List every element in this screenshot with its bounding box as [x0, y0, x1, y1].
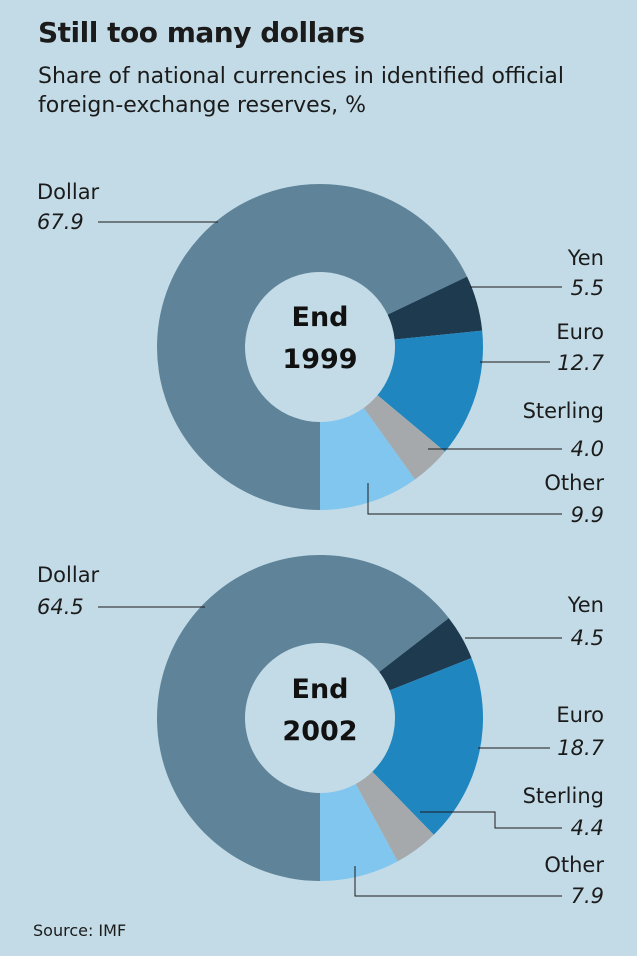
label-other-name: Other: [544, 853, 604, 877]
label-euro-value: 12.7: [557, 351, 604, 375]
leader-other: [354, 866, 562, 897]
leader-sterling: [420, 811, 562, 829]
label-dollar-name: Dollar: [37, 180, 100, 204]
label-euro-value: 18.7: [557, 736, 604, 760]
donut-chart-2: End 2002 Dollar 64.5 Yen 4.5 Euro 18.7 Sterling 4…: [37, 555, 605, 908]
label-dollar-name: Dollar: [37, 563, 100, 587]
label-dollar-value: 67.9: [37, 210, 84, 234]
slice-euro: [372, 657, 483, 835]
label-yen-name: Yen: [567, 246, 604, 270]
center-label-line-1: End: [292, 302, 349, 333]
slice-sterling: [355, 771, 434, 862]
label-yen-value: 5.5: [571, 276, 604, 300]
label-dollar-value: 64.5: [37, 595, 84, 619]
chart-title: Still too many dollars: [38, 16, 365, 49]
slice-sterling: [363, 395, 445, 480]
label-yen-name: Yen: [567, 593, 604, 617]
chart-subtitle: Share of national currencies in identifi…: [38, 64, 564, 118]
label-euro-name: Euro: [556, 703, 604, 727]
slice-yen: [387, 276, 483, 340]
label-sterling-value: 4.0: [571, 437, 604, 461]
slice-yen: [379, 618, 472, 691]
slice-dollar: [157, 183, 468, 510]
label-other-value: 9.9: [571, 503, 604, 527]
label-other-name: Other: [544, 471, 604, 495]
source-note: Source: IMF: [33, 921, 127, 940]
slice-other: [320, 407, 415, 510]
slice-euro: [377, 330, 483, 452]
donut-chart-1: End 1999 Dollar 67.9 Yen 5.5 Euro 12.7 Sterling 4…: [37, 180, 605, 527]
center-label-line-2: 1999: [282, 344, 357, 375]
center-label-line-1: End: [292, 674, 349, 705]
label-yen-value: 4.5: [571, 626, 604, 650]
leader-other: [367, 483, 562, 515]
slice-dollar: [156, 555, 449, 881]
label-sterling-name: Sterling: [523, 399, 604, 423]
label-other-value: 7.9: [571, 884, 604, 908]
label-sterling-name: Sterling: [523, 784, 604, 808]
label-euro-name: Euro: [556, 320, 604, 344]
label-sterling-value: 4.4: [571, 816, 604, 840]
center-label-line-2: 2002: [282, 716, 357, 747]
slice-other: [320, 783, 398, 881]
